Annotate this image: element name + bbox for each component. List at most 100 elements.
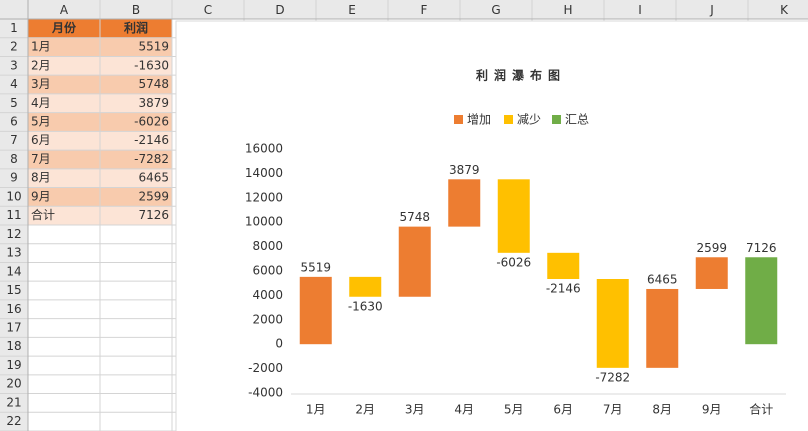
month-cell[interactable]: 6月 bbox=[31, 133, 51, 147]
row-header[interactable]: 17 bbox=[6, 321, 21, 335]
column-header[interactable]: J bbox=[709, 3, 714, 17]
row-header[interactable]: 9 bbox=[10, 171, 18, 185]
column-header[interactable]: E bbox=[348, 3, 356, 17]
column-header[interactable]: A bbox=[60, 3, 69, 17]
y-tick-label: 2000 bbox=[252, 312, 283, 326]
y-tick-label: 0 bbox=[275, 337, 283, 351]
row-header[interactable]: 19 bbox=[6, 358, 21, 372]
row-header[interactable]: 7 bbox=[10, 133, 18, 147]
data-label: 7126 bbox=[746, 241, 777, 255]
data-label: 5519 bbox=[300, 260, 331, 274]
row-header[interactable]: 14 bbox=[6, 264, 21, 278]
month-cell[interactable]: 8月 bbox=[31, 171, 51, 185]
row-header[interactable]: 15 bbox=[6, 283, 21, 297]
header-cell[interactable]: 月份 bbox=[51, 20, 77, 35]
month-cell[interactable]: 合计 bbox=[31, 207, 55, 222]
bar bbox=[547, 252, 580, 280]
row-header[interactable]: 6 bbox=[10, 115, 18, 129]
row-header[interactable]: 1 bbox=[10, 21, 18, 35]
month-cell[interactable]: 3月 bbox=[31, 77, 51, 91]
bar bbox=[596, 279, 629, 368]
legend-swatch bbox=[552, 115, 561, 124]
legend-label: 增加 bbox=[467, 113, 491, 127]
column-header[interactable]: K bbox=[780, 3, 789, 17]
row-header[interactable]: 12 bbox=[6, 227, 21, 241]
column-header[interactable]: D bbox=[275, 3, 284, 17]
data-label: -2146 bbox=[546, 282, 581, 296]
data-label: 5748 bbox=[399, 210, 430, 224]
row-header[interactable]: 22 bbox=[6, 414, 21, 428]
column-header[interactable]: F bbox=[421, 3, 428, 17]
month-cell[interactable]: 4月 bbox=[31, 96, 51, 110]
header-cell[interactable]: 利润 bbox=[124, 20, 148, 35]
row-header[interactable]: 11 bbox=[6, 208, 21, 222]
profit-cell[interactable]: -6026 bbox=[134, 115, 169, 129]
data-label: -1630 bbox=[348, 299, 383, 313]
column-header[interactable]: H bbox=[563, 3, 572, 17]
x-tick-label: 合计 bbox=[749, 402, 773, 417]
data-label: -7282 bbox=[595, 370, 630, 384]
y-tick-label: -4000 bbox=[248, 386, 283, 400]
x-tick-label: 2月 bbox=[355, 403, 375, 417]
row-header[interactable]: 4 bbox=[10, 77, 18, 91]
month-cell[interactable]: 2月 bbox=[31, 58, 51, 72]
row-header[interactable]: 8 bbox=[10, 152, 18, 166]
chart-area[interactable] bbox=[175, 20, 808, 431]
bar bbox=[398, 226, 431, 297]
data-label: 2599 bbox=[696, 241, 727, 255]
legend-swatch bbox=[454, 115, 463, 124]
profit-cell[interactable]: 5748 bbox=[138, 77, 169, 91]
y-tick-label: 8000 bbox=[252, 239, 283, 253]
row-header[interactable]: 13 bbox=[6, 246, 21, 260]
row-header[interactable]: 3 bbox=[10, 58, 18, 72]
profit-cell[interactable]: -2146 bbox=[134, 133, 169, 147]
profit-cell[interactable]: -1630 bbox=[134, 58, 169, 72]
legend-swatch bbox=[504, 115, 513, 124]
x-tick-label: 3月 bbox=[405, 403, 425, 417]
column-header[interactable]: I bbox=[638, 3, 642, 17]
bar bbox=[448, 179, 481, 227]
y-tick-label: 14000 bbox=[245, 166, 283, 180]
month-cell[interactable]: 5月 bbox=[31, 115, 51, 129]
row-header[interactable]: 2 bbox=[10, 40, 18, 54]
legend-label: 减少 bbox=[517, 113, 541, 127]
row-header[interactable]: 18 bbox=[6, 339, 21, 353]
row-header[interactable]: 20 bbox=[6, 377, 21, 391]
row-header[interactable]: 10 bbox=[6, 189, 21, 203]
bar bbox=[497, 179, 530, 253]
y-tick-label: 10000 bbox=[245, 215, 283, 229]
bar bbox=[349, 276, 382, 297]
profit-cell[interactable]: 3879 bbox=[138, 96, 169, 110]
profit-cell[interactable]: 2599 bbox=[138, 189, 169, 203]
legend-label: 汇总 bbox=[565, 113, 589, 127]
data-label: 6465 bbox=[647, 272, 678, 286]
profit-cell[interactable]: 6465 bbox=[138, 171, 169, 185]
month-cell[interactable]: 7月 bbox=[31, 152, 51, 166]
profit-cell[interactable]: 5519 bbox=[138, 40, 169, 54]
month-cell[interactable]: 1月 bbox=[31, 40, 51, 54]
y-tick-label: 16000 bbox=[245, 142, 283, 156]
row-header[interactable]: 5 bbox=[10, 96, 18, 110]
row-header-bar bbox=[0, 0, 28, 431]
row-header[interactable]: 21 bbox=[6, 395, 21, 409]
x-tick-label: 6月 bbox=[553, 403, 573, 417]
y-tick-label: 6000 bbox=[252, 264, 283, 278]
x-tick-label: 8月 bbox=[652, 403, 672, 417]
bar bbox=[745, 257, 778, 345]
y-tick-label: -2000 bbox=[248, 361, 283, 375]
profit-cell[interactable]: -7282 bbox=[134, 152, 169, 166]
data-label: -6026 bbox=[496, 255, 531, 269]
bar bbox=[299, 276, 332, 345]
y-tick-label: 4000 bbox=[252, 288, 283, 302]
row-header[interactable]: 16 bbox=[6, 302, 21, 316]
chart-title: 利润瀑布图 bbox=[476, 68, 566, 83]
column-header[interactable]: C bbox=[204, 3, 212, 17]
y-tick-label: 12000 bbox=[245, 190, 283, 204]
column-header-bar bbox=[0, 0, 808, 19]
column-header[interactable]: B bbox=[132, 3, 140, 17]
data-label: 3879 bbox=[449, 163, 480, 177]
column-header[interactable]: G bbox=[491, 3, 500, 17]
profit-cell[interactable]: 7126 bbox=[138, 208, 169, 222]
month-cell[interactable]: 9月 bbox=[31, 189, 51, 203]
